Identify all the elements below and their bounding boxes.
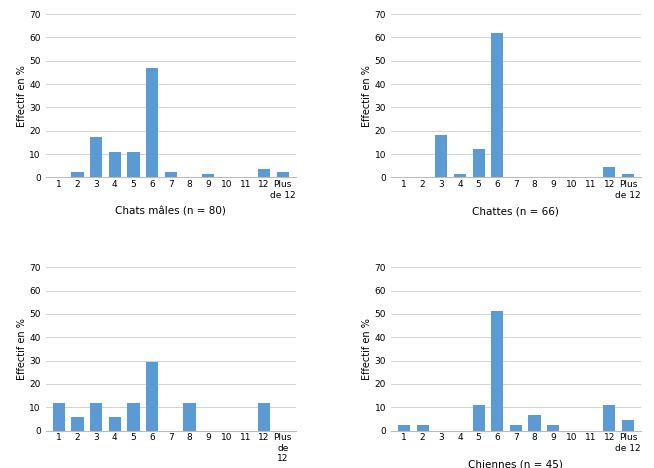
Bar <box>417 425 428 431</box>
Bar <box>128 152 139 177</box>
Bar <box>109 152 121 177</box>
Bar <box>435 135 447 177</box>
Bar <box>472 405 485 431</box>
Bar <box>528 415 541 431</box>
Bar <box>547 425 559 431</box>
Bar <box>183 403 196 431</box>
X-axis label: Chattes (n = 66): Chattes (n = 66) <box>472 206 559 217</box>
Bar <box>622 420 634 431</box>
Y-axis label: Effectif en %: Effectif en % <box>16 318 27 380</box>
Bar <box>472 149 485 177</box>
Bar <box>71 417 84 431</box>
Bar <box>258 403 270 431</box>
Bar <box>202 174 215 177</box>
Bar <box>90 403 102 431</box>
Bar <box>603 405 615 431</box>
Bar <box>622 174 634 177</box>
Bar <box>491 33 504 177</box>
Bar <box>71 172 84 177</box>
X-axis label: Chiennes (n = 45): Chiennes (n = 45) <box>468 460 563 468</box>
Bar <box>491 311 504 431</box>
Bar <box>258 169 270 177</box>
Bar <box>603 167 615 177</box>
Y-axis label: Effectif en %: Effectif en % <box>362 65 371 127</box>
Bar <box>146 68 158 177</box>
Bar <box>398 425 410 431</box>
Bar <box>510 425 522 431</box>
Y-axis label: Effectif en %: Effectif en % <box>16 65 27 127</box>
Bar <box>454 174 466 177</box>
Bar <box>277 172 289 177</box>
Bar <box>128 403 139 431</box>
Bar <box>165 172 177 177</box>
Bar <box>109 417 121 431</box>
Bar <box>53 403 65 431</box>
Bar <box>146 362 158 431</box>
X-axis label: Chats mâles (n = 80): Chats mâles (n = 80) <box>115 206 226 217</box>
Bar <box>90 137 102 177</box>
Y-axis label: Effectif en %: Effectif en % <box>362 318 371 380</box>
